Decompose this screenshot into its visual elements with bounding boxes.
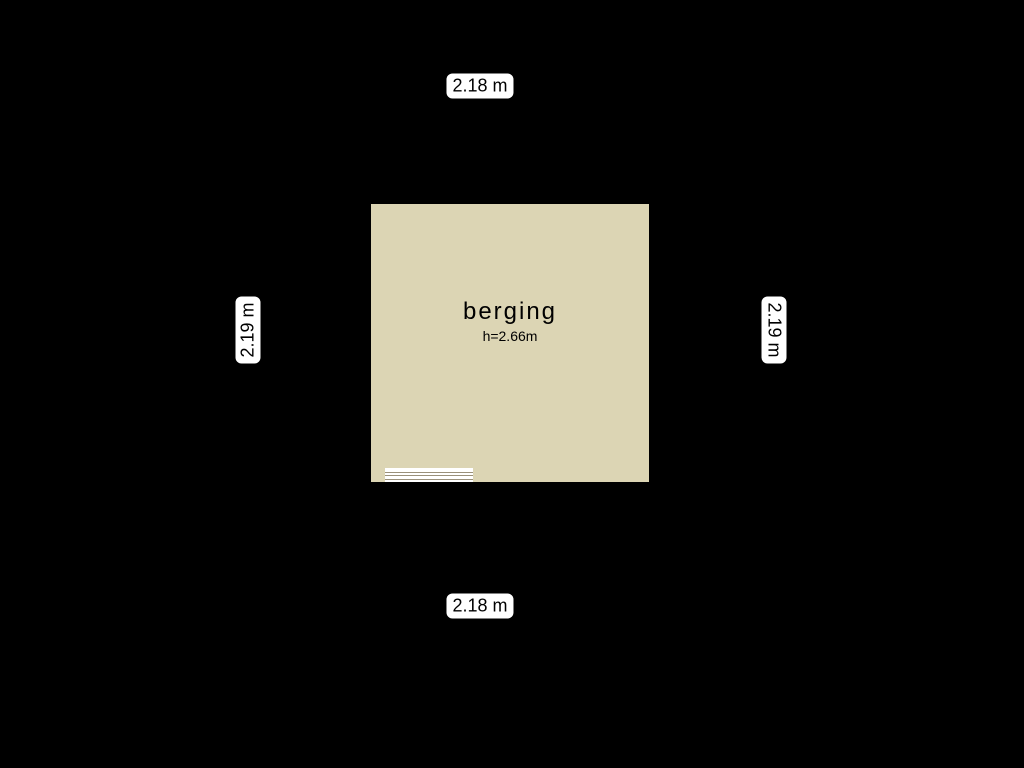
dimension-right: 2.19 m bbox=[762, 296, 787, 363]
room-label: berging h=2.66m bbox=[463, 298, 557, 344]
dimension-bottom: 2.18 m bbox=[446, 594, 513, 619]
dimension-top: 2.18 m bbox=[446, 74, 513, 99]
dimension-left: 2.19 m bbox=[236, 296, 261, 363]
room-berging: berging h=2.66m bbox=[371, 204, 649, 482]
room-height-label: h=2.66m bbox=[463, 328, 557, 344]
room-name: berging bbox=[463, 298, 557, 326]
